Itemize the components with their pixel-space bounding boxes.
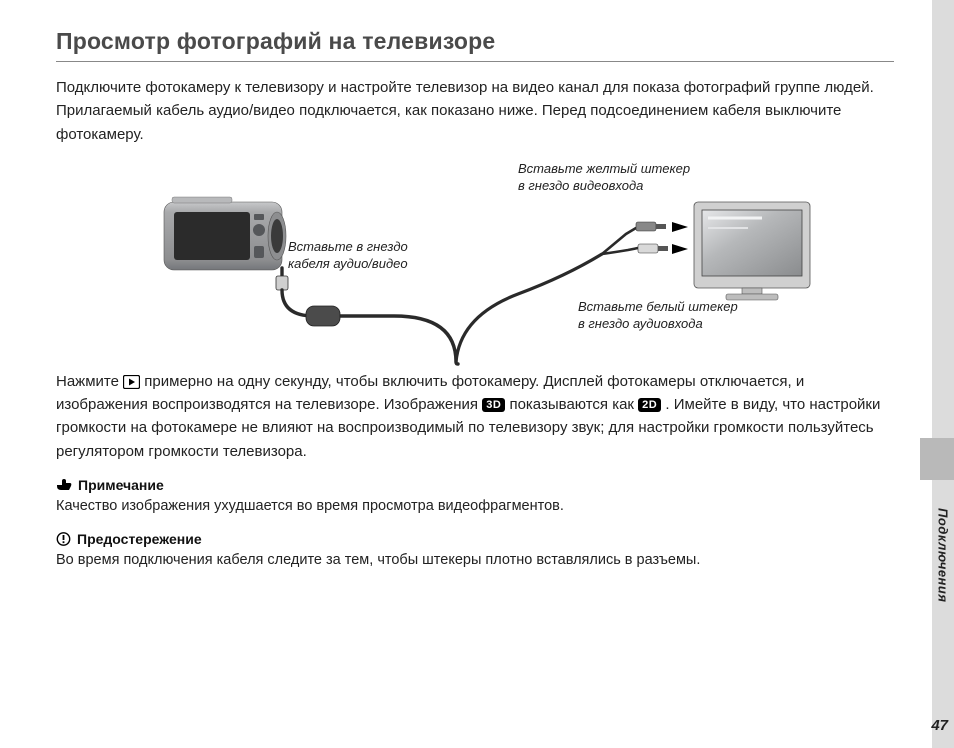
margin-accent bbox=[920, 438, 954, 480]
page-title: Просмотр фотографий на телевизоре bbox=[56, 28, 894, 62]
label-white-plug: Вставьте белый штекер в гнездо аудиовход… bbox=[578, 298, 738, 333]
label-av-jack-line1: Вставьте в гнездо bbox=[288, 239, 408, 254]
caution-heading: Предостережение bbox=[56, 531, 894, 547]
note-hand-icon bbox=[56, 478, 72, 491]
label-white-line2: в гнездо аудиовхода bbox=[578, 316, 703, 331]
label-yellow-line2: в гнездо видеовхода bbox=[518, 178, 643, 193]
badge-2d-icon: 2D bbox=[638, 398, 661, 412]
note-heading: Примечание bbox=[56, 477, 894, 493]
note-body: Качество изображения ухудшается во время… bbox=[56, 495, 894, 517]
badge-3d-icon: 3D bbox=[482, 398, 505, 412]
para2-seg-c: показываются как bbox=[509, 396, 638, 413]
playback-paragraph: Нажмите примерно на одну секунду, чтобы … bbox=[56, 370, 894, 463]
diagram-svg bbox=[56, 156, 894, 366]
label-white-line1: Вставьте белый штекер bbox=[578, 299, 738, 314]
note-heading-text: Примечание bbox=[78, 477, 164, 493]
section-tab: Подключения bbox=[932, 490, 954, 620]
label-av-jack-line2: кабеля аудио/видео bbox=[288, 256, 408, 271]
margin-strip bbox=[932, 0, 954, 748]
label-av-jack: Вставьте в гнездо кабеля аудио/видео bbox=[288, 238, 408, 273]
intro-paragraph: Подключите фотокамеру к телевизору и нас… bbox=[56, 76, 894, 146]
page-number: 47 bbox=[931, 717, 948, 734]
para2-seg-a: Нажмите bbox=[56, 373, 123, 390]
play-button-icon bbox=[123, 375, 140, 389]
caution-heading-text: Предостережение bbox=[77, 531, 202, 547]
page-content: Просмотр фотографий на телевизоре Подклю… bbox=[56, 28, 894, 572]
caution-warning-icon bbox=[56, 532, 71, 546]
label-yellow-plug: Вставьте желтый штекер в гнездо видеовхо… bbox=[518, 160, 690, 195]
label-yellow-line1: Вставьте желтый штекер bbox=[518, 161, 690, 176]
section-tab-label: Подключения bbox=[936, 508, 951, 603]
caution-body: Во время подключения кабеля следите за т… bbox=[56, 549, 894, 571]
connection-diagram: Вставьте в гнездо кабеля аудио/видео Вст… bbox=[56, 156, 894, 366]
